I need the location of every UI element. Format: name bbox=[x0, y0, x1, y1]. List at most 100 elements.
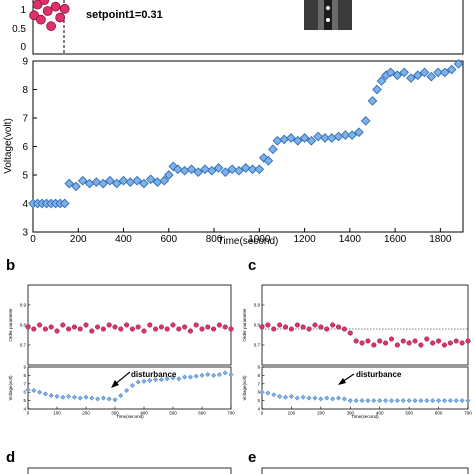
voltage-point bbox=[37, 389, 43, 395]
voltage-point bbox=[213, 163, 224, 173]
voltage-point bbox=[220, 167, 231, 177]
voltage-point bbox=[247, 164, 258, 175]
voltage-y-tick-label: 4 bbox=[23, 407, 26, 412]
order-point bbox=[39, 0, 50, 6]
voltage-point bbox=[200, 164, 210, 175]
voltage-point bbox=[135, 379, 141, 385]
voltage-point bbox=[265, 390, 271, 396]
voltage-point bbox=[392, 70, 403, 81]
voltage-point bbox=[372, 84, 382, 95]
panel-c-letter: c bbox=[248, 257, 256, 274]
voltage-point bbox=[118, 175, 129, 186]
panel-a-x-axis-label: Time(second) bbox=[218, 236, 279, 247]
voltage-point bbox=[406, 73, 416, 83]
voltage-point bbox=[159, 175, 170, 186]
voltage-y-tick-label: 8 bbox=[23, 373, 26, 378]
panel-b-order-ylabel: Order parameter bbox=[8, 308, 13, 342]
order-point bbox=[37, 322, 43, 328]
y-tick-label: 7 bbox=[22, 114, 28, 125]
panel-c-order-frame bbox=[261, 284, 469, 366]
order-point bbox=[306, 326, 312, 332]
x-tick-label: 0 bbox=[27, 411, 30, 416]
voltage-point bbox=[199, 372, 205, 378]
order-point bbox=[216, 322, 222, 328]
x-tick-label: 200 bbox=[70, 234, 87, 245]
order-point bbox=[288, 326, 294, 332]
order-point bbox=[59, 3, 70, 14]
order-point bbox=[300, 324, 306, 330]
voltage-point bbox=[385, 67, 396, 78]
order-point bbox=[118, 326, 124, 332]
voltage-point bbox=[211, 372, 217, 378]
voltage-point bbox=[147, 377, 153, 383]
panel-c-voltage-points bbox=[259, 389, 471, 404]
voltage-point bbox=[91, 177, 102, 187]
order-y-tick-label: 0.7 bbox=[254, 343, 261, 348]
order-point bbox=[170, 322, 176, 328]
voltage-point bbox=[320, 133, 330, 143]
x-tick-label: 0 bbox=[261, 411, 264, 416]
voltage-point bbox=[446, 64, 457, 75]
voltage-point bbox=[367, 96, 378, 106]
voltage-y-tick-label: 5 bbox=[23, 398, 26, 403]
voltage-point bbox=[111, 178, 122, 189]
order-point bbox=[383, 340, 389, 346]
voltage-point bbox=[330, 396, 336, 402]
order-y-tick-label: 0.9 bbox=[20, 303, 27, 308]
voltage-y-tick-label: 6 bbox=[23, 390, 26, 395]
panel-d-letter: d bbox=[6, 449, 15, 466]
voltage-point bbox=[282, 394, 289, 400]
x-tick-label: 1800 bbox=[429, 234, 452, 245]
panel-b-order-plot: Order parameter 0.9 0.8 0.7 bbox=[8, 284, 234, 366]
x-tick-label: 1200 bbox=[293, 234, 316, 245]
voltage-point bbox=[377, 398, 383, 404]
panel-a-setpoint-label: setpoint1=0.31 bbox=[86, 9, 163, 21]
order-point bbox=[199, 326, 205, 332]
order-point bbox=[453, 338, 459, 344]
order-point bbox=[347, 330, 353, 336]
order-point bbox=[129, 326, 135, 332]
y-tick-label: 8 bbox=[22, 85, 28, 96]
voltage-point bbox=[312, 395, 318, 401]
x-tick-label: 800 bbox=[206, 234, 223, 245]
voltage-point bbox=[234, 165, 244, 176]
order-point bbox=[36, 14, 46, 25]
panel-e-frame-top bbox=[261, 467, 469, 474]
voltage-point bbox=[365, 398, 371, 404]
x-tick-label: 200 bbox=[82, 411, 90, 416]
panel-a-plot-frame bbox=[32, 60, 464, 233]
panel-b-x-axis: 0 100 200 300 400 500 600 700 bbox=[27, 406, 235, 416]
order-point bbox=[259, 324, 265, 330]
panel-b-x-axis-label: Time(second) bbox=[116, 414, 144, 419]
panel-b-order-frame bbox=[27, 284, 232, 366]
order-point bbox=[176, 326, 182, 332]
order-point bbox=[77, 326, 83, 332]
voltage-point bbox=[418, 398, 424, 404]
order-point bbox=[112, 324, 118, 330]
order-point bbox=[459, 340, 465, 346]
order-point bbox=[124, 322, 130, 328]
order-point bbox=[318, 324, 324, 330]
voltage-point bbox=[64, 178, 75, 189]
voltage-point bbox=[54, 393, 60, 399]
voltage-point bbox=[216, 372, 222, 378]
voltage-point bbox=[271, 392, 277, 398]
x-tick-label: 700 bbox=[464, 411, 472, 416]
order-point bbox=[42, 6, 53, 16]
panel-b-voltage-frame bbox=[27, 366, 232, 410]
voltage-point bbox=[353, 398, 359, 404]
voltage-point bbox=[306, 395, 312, 401]
voltage-point bbox=[222, 370, 228, 376]
order-point bbox=[193, 322, 199, 328]
voltage-y-tick-label: 8 bbox=[257, 373, 260, 378]
voltage-point bbox=[430, 398, 436, 404]
voltage-point bbox=[206, 165, 217, 176]
order-point bbox=[83, 322, 89, 328]
x-tick-label: 500 bbox=[169, 411, 177, 416]
x-tick-label: 500 bbox=[405, 411, 413, 416]
voltage-point bbox=[60, 394, 66, 400]
voltage-point bbox=[187, 374, 193, 380]
order-point bbox=[365, 338, 371, 344]
voltage-point bbox=[359, 398, 365, 404]
